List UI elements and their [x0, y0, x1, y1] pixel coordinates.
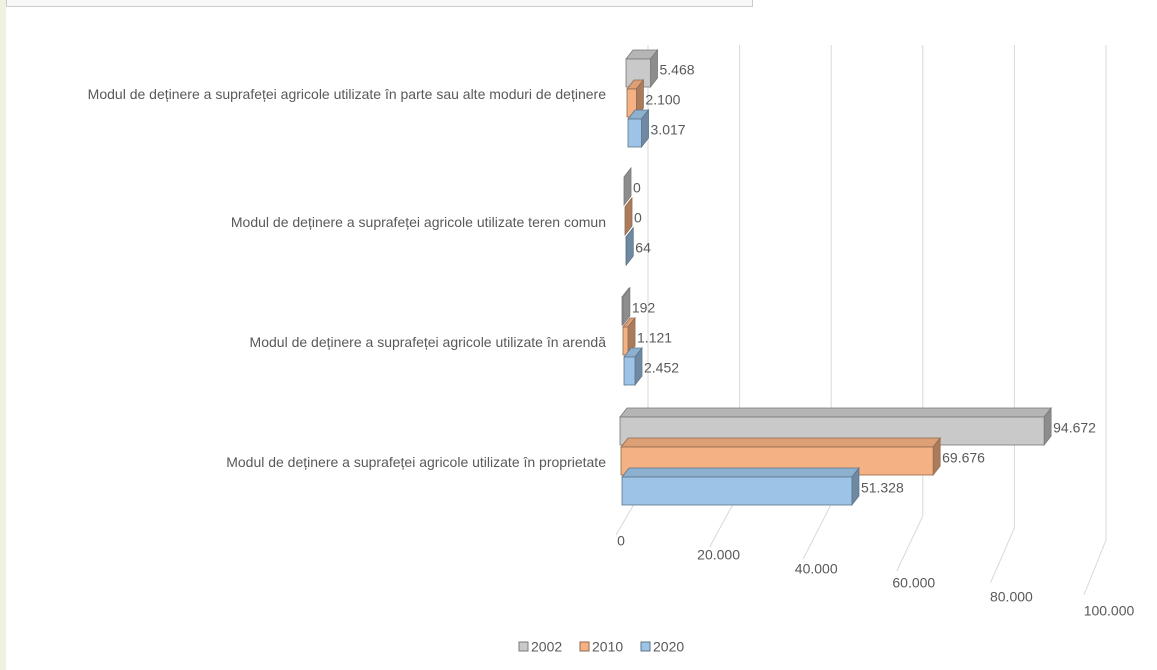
- y-tick-label: Modul de deținere a suprafeței agricole …: [6, 332, 606, 352]
- bar: [624, 196, 633, 237]
- x-tick-label: 100.000: [1084, 603, 1135, 619]
- bar-top: [621, 467, 860, 478]
- bar: [623, 346, 643, 387]
- category-text: Modul de deținere a suprafeței agricole …: [230, 214, 606, 230]
- toolbar-strip: [6, 0, 753, 7]
- data-label: 0: [634, 210, 642, 226]
- data-label: 192: [632, 300, 656, 316]
- bar-front: [621, 476, 853, 506]
- bar-front: [623, 356, 636, 386]
- legend-swatch: [518, 641, 529, 652]
- y-tick-label: Modul de deținere a suprafeței agricole …: [6, 212, 606, 232]
- data-label: 51.328: [861, 480, 904, 496]
- x-tick-label: 80.000: [990, 589, 1033, 605]
- data-label: 94.672: [1053, 420, 1096, 436]
- legend-label: 2020: [653, 639, 684, 655]
- category-text: Modul de deținere a suprafeței agricole …: [249, 334, 606, 350]
- bar-side: [623, 166, 632, 207]
- legend-label: 2002: [531, 639, 562, 655]
- data-label: 5.468: [659, 62, 694, 78]
- bar-front: [621, 296, 624, 326]
- bar-front: [622, 326, 629, 356]
- bar: [625, 48, 659, 89]
- data-label: 69.676: [942, 450, 985, 466]
- data-label: 1.121: [637, 330, 672, 346]
- category-text: Modul de deținere a suprafeței agricole …: [226, 454, 606, 470]
- x-tick-label: 40.000: [795, 561, 838, 577]
- bar-top: [620, 437, 941, 448]
- grid-line: [1083, 45, 1107, 596]
- bar: [623, 166, 632, 207]
- bar: [621, 466, 860, 507]
- data-label: 0: [633, 180, 641, 196]
- bar-front: [627, 118, 642, 148]
- legend-swatch: [640, 641, 651, 652]
- bar-side: [624, 196, 633, 237]
- data-label: 2.452: [644, 360, 679, 376]
- category-text: Modul de deținere a suprafeței agricole …: [87, 86, 606, 102]
- bar-top: [619, 407, 1052, 418]
- bar: [625, 226, 635, 267]
- bar: [627, 108, 650, 149]
- x-tick-label: 60.000: [892, 575, 935, 591]
- grid-line: [896, 45, 924, 572]
- bar: [626, 78, 645, 119]
- bar-side: [625, 226, 634, 267]
- y-tick-label: Modul de deținere a suprafeței agricole …: [6, 84, 606, 104]
- bar: [621, 286, 631, 327]
- data-label: 3.017: [651, 122, 686, 138]
- plot: 0 20.000 40.000 60.000 80.000 100.000 94.672 69…: [518, 45, 1135, 655]
- grid-line: [989, 45, 1015, 584]
- data-label: 64: [635, 240, 651, 256]
- data-label: 2.100: [645, 92, 680, 108]
- legend-swatch: [579, 641, 590, 652]
- x-tick-label: 0: [617, 533, 625, 549]
- legend-label: 2010: [592, 639, 623, 655]
- y-tick-label: Modul de deținere a suprafeței agricole …: [6, 452, 606, 472]
- x-tick-label: 20.000: [697, 547, 740, 563]
